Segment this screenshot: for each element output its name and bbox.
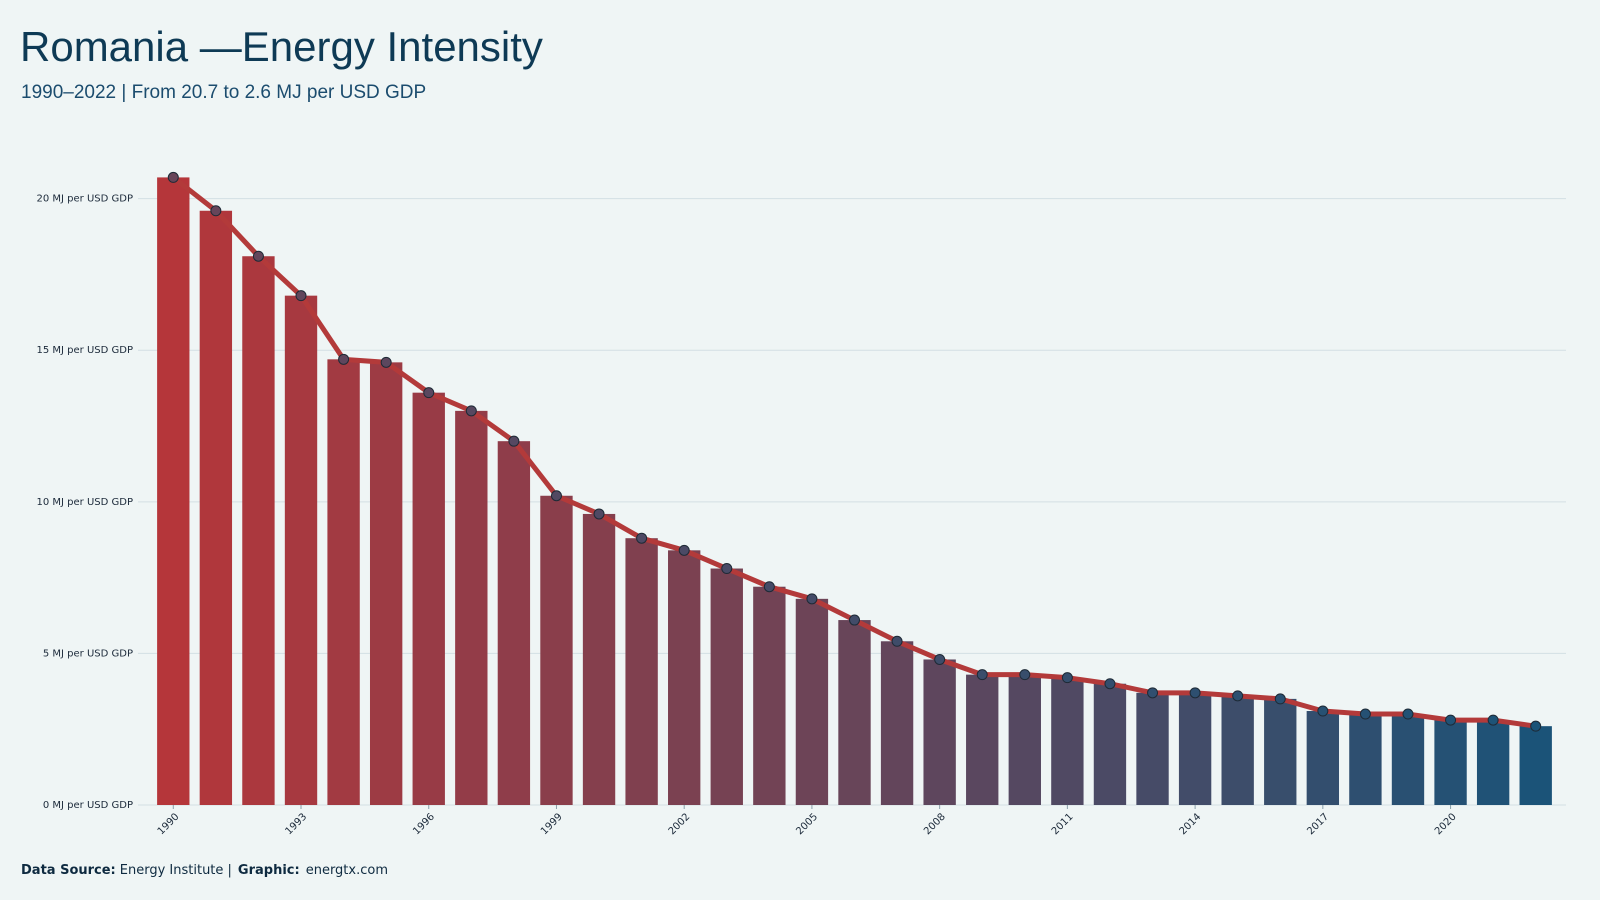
- bar: [242, 256, 275, 805]
- point-marker: [1359, 708, 1371, 720]
- point-marker: [593, 508, 605, 520]
- bar: [1476, 720, 1510, 805]
- y-tick-label: 5 MJ per USD GDP: [43, 648, 133, 659]
- point-marker: [1061, 672, 1073, 684]
- graphic: energtx.com: [306, 863, 388, 878]
- bar: [1519, 726, 1552, 805]
- point-marker: [891, 635, 903, 647]
- point-marker: [550, 490, 562, 502]
- bar: [710, 568, 743, 805]
- point-marker: [210, 205, 222, 217]
- point-marker: [1402, 708, 1414, 720]
- point-marker: [976, 669, 988, 681]
- bar: [327, 359, 360, 805]
- chart-subtitle: 1990–2022 | From 20.7 to 2.6 MJ per USD …: [21, 82, 426, 103]
- footer: Data Source: Energy Institute | Graphic: en…: [21, 863, 388, 878]
- bar: [753, 586, 786, 805]
- point-marker: [1189, 687, 1201, 699]
- point-marker: [636, 532, 648, 544]
- point-marker: [252, 250, 264, 262]
- point-marker: [678, 544, 690, 556]
- point-marker: [1147, 687, 1159, 699]
- bar: [369, 362, 403, 805]
- bar: [455, 410, 488, 805]
- bar: [668, 550, 701, 805]
- point-marker: [721, 563, 733, 575]
- point-marker: [295, 290, 307, 302]
- point-marker: [849, 614, 860, 626]
- point-marker: [1317, 705, 1329, 717]
- point-marker: [423, 387, 435, 399]
- point-marker: [1232, 690, 1244, 702]
- y-tick-label: 0 MJ per USD GDP: [43, 800, 133, 811]
- bar: [1264, 698, 1297, 805]
- bar: [966, 674, 999, 805]
- y-tick-label: 20 MJ per USD GDP: [37, 194, 133, 205]
- y-tick-label: 15 MJ per USD GDP: [37, 345, 133, 356]
- bar: [880, 641, 914, 805]
- bar: [838, 620, 871, 805]
- bar: [795, 598, 829, 805]
- point-marker: [1019, 669, 1031, 681]
- point-marker: [934, 653, 946, 665]
- point-marker: [1530, 720, 1542, 732]
- bar: [1349, 714, 1382, 805]
- point-marker: [763, 581, 775, 593]
- bar: [199, 210, 233, 805]
- bar: [1391, 714, 1425, 805]
- point-marker: [508, 435, 520, 447]
- bar: [284, 295, 318, 805]
- graphic-label: Graphic:: [238, 863, 300, 878]
- bar: [1434, 720, 1467, 805]
- source: Energy Institute |: [120, 863, 232, 878]
- bar: [1306, 711, 1340, 805]
- bar: [540, 495, 573, 805]
- point-marker: [806, 593, 818, 605]
- bar: [582, 513, 616, 805]
- bar: [497, 441, 531, 805]
- bar: [625, 538, 658, 805]
- y-tick-label: 10 MJ per USD GDP: [37, 497, 133, 508]
- point-marker: [338, 353, 350, 365]
- point-marker: [1487, 714, 1499, 726]
- bar: [1221, 695, 1254, 805]
- point-marker: [1445, 714, 1457, 726]
- bar: [1136, 692, 1169, 805]
- point-marker: [1274, 693, 1286, 705]
- bar: [1051, 677, 1084, 805]
- chart-title: Romania —Energy Intensity: [20, 23, 543, 70]
- point-marker: [1104, 678, 1116, 690]
- point-marker: [167, 171, 179, 183]
- bar: [1008, 674, 1041, 805]
- point-marker: [465, 405, 477, 417]
- bar: [1093, 683, 1127, 805]
- bar: [1178, 692, 1212, 805]
- bar: [923, 659, 956, 805]
- bar: [412, 392, 445, 805]
- point-marker: [380, 356, 392, 368]
- source-label: Data Source:: [21, 863, 116, 878]
- bar: [157, 177, 190, 805]
